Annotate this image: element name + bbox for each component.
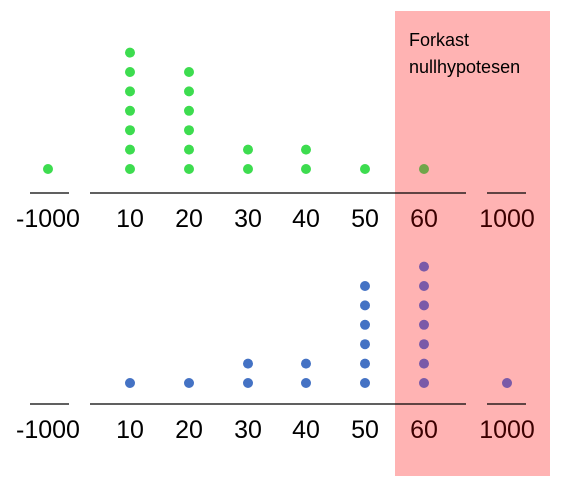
bottom-dot-60-3 [419,339,429,350]
bottom-tick-label-20: 20 [175,416,203,444]
top-dot-40-2 [301,144,311,155]
top-dot-plot: -1000 10 20 30 40 50 60 1000 [16,47,535,233]
top-dot-20-1 [184,164,194,174]
top-dot-10-7 [125,47,135,58]
bottom-dot-30-1 [243,378,253,388]
top-dot-20-4 [184,105,194,116]
bottom-tick-label-1000: 1000 [479,416,535,444]
bottom-dot-50-1 [360,378,370,388]
bottom-dot-60-4 [419,319,429,330]
rejection-region-label-line-2: nullhypotesen [409,57,520,77]
bottom-dot-60-1 [419,378,429,388]
top-dot-30-1 [243,164,253,174]
bottom-tick-label-40: 40 [292,416,320,444]
bottom-dot-60-5 [419,300,429,311]
top-dot-20-3 [184,125,194,136]
top-tick-label-20: 20 [175,205,203,233]
bottom-tick-label-10: 10 [116,416,144,444]
bottom-dot-50-4 [360,319,370,330]
bottom-dot-60-2 [419,358,429,369]
bottom-dot-30-2 [243,358,253,369]
bottom-dot-50-2 [360,358,370,369]
bottom-dot-60-7 [419,261,429,272]
top-dot-50-1 [360,164,370,174]
top-dot-20-2 [184,144,194,155]
bottom-dot-plot: -1000 10 20 30 40 50 60 1000 [16,261,535,444]
bottom-dot-60-6 [419,281,429,291]
top-tick-label-60: 60 [410,205,438,233]
top-tick-label-40: 40 [292,205,320,233]
top-dot-40-1 [301,164,311,174]
top-dot-20-5 [184,86,194,97]
bottom-tick-label--1000: -1000 [16,416,80,444]
top-tick-label-1000: 1000 [479,205,535,233]
top-dot-10-2 [125,144,135,155]
top-dot-10-1 [125,164,135,174]
top-dot-60-1 [419,164,429,174]
bottom-dot-1000-1 [502,378,512,388]
bottom-dot-50-6 [360,281,370,291]
top-dot-10-6 [125,67,135,77]
bottom-dot-50-5 [360,300,370,311]
top-dot-10-5 [125,86,135,97]
bottom-tick-label-50: 50 [351,416,379,444]
bottom-dot-40-1 [301,378,311,388]
bottom-tick-label-60: 60 [410,416,438,444]
rejection-region [395,11,550,476]
top-dot--1000-1 [43,164,53,174]
bottom-dot-20-1 [184,378,194,388]
top-tick-label-50: 50 [351,205,379,233]
top-tick-label-10: 10 [116,205,144,233]
bottom-dot-40-2 [301,358,311,369]
rejection-region-label-line-1: Forkast [409,30,469,50]
bottom-dot-10-1 [125,378,135,388]
top-dot-10-4 [125,105,135,116]
top-dot-10-3 [125,125,135,136]
bottom-dot-50-3 [360,339,370,350]
bottom-tick-label-30: 30 [234,416,262,444]
top-tick-label-30: 30 [234,205,262,233]
top-dot-30-2 [243,144,253,155]
top-dot-20-6 [184,67,194,77]
top-tick-label--1000: -1000 [16,205,80,233]
